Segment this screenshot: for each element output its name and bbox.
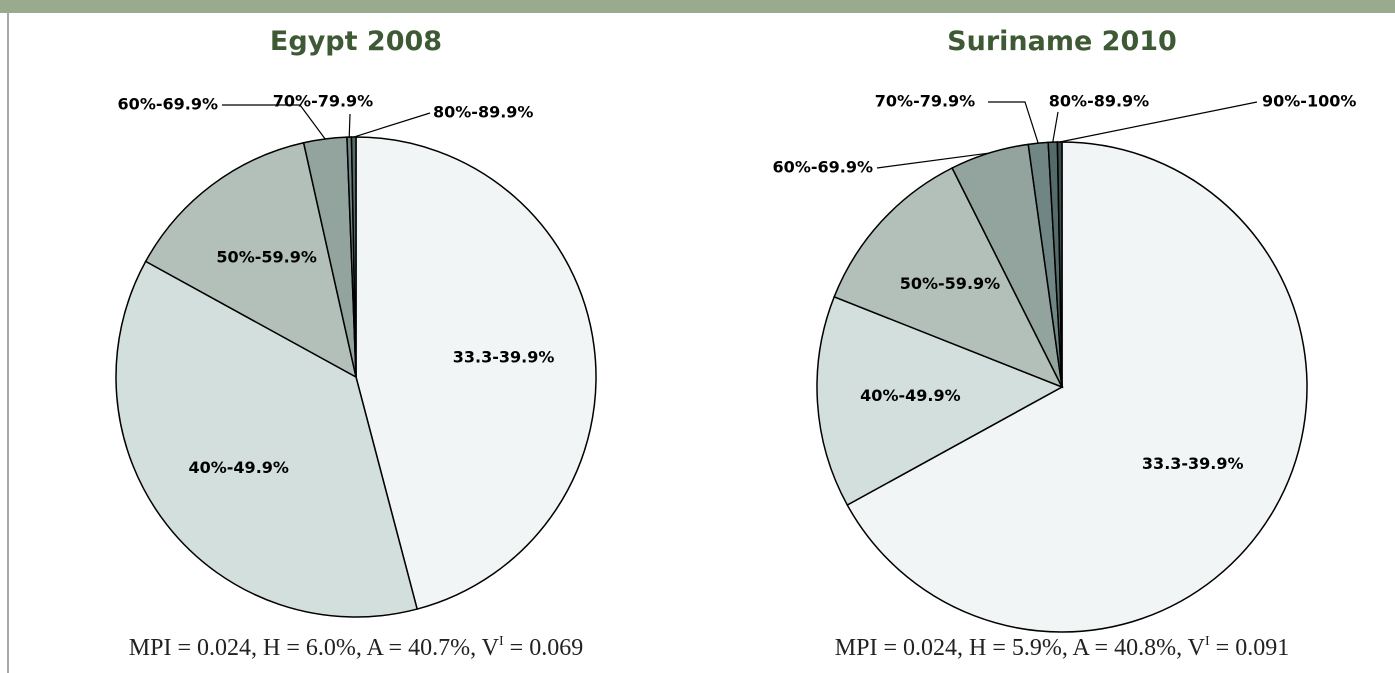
slice-label: 50%-59.9% (900, 274, 1000, 293)
slice-label: 60%-69.9% (773, 158, 873, 177)
leader-line (1059, 101, 1258, 143)
slice-label: 33.3-39.9% (453, 347, 555, 366)
top-band (0, 0, 1395, 13)
leader-line (988, 101, 1039, 144)
caption-sup: I (1205, 634, 1210, 649)
slice-label: 50%-59.9% (216, 248, 316, 267)
caption-tail: = 0.069 (504, 635, 584, 661)
slice-label: 70%-79.9% (875, 92, 975, 111)
caption-tail: = 0.091 (1210, 635, 1290, 661)
leader-line (348, 113, 351, 138)
slice-label: 70%-79.9% (273, 92, 373, 111)
slice-label: 40%-49.9% (860, 386, 960, 405)
caption: MPI = 0.024, H = 6.0%, A = 40.7%, VI = 0… (129, 634, 583, 661)
slice-label: 60%-69.9% (118, 95, 218, 114)
slice-label: 90%-100% (1262, 92, 1356, 111)
caption: MPI = 0.024, H = 5.9%, A = 40.8%, VI = 0… (835, 634, 1289, 661)
leader-line (222, 104, 326, 140)
chart-title: Suriname 2010 (947, 26, 1177, 57)
pie-slice (816, 295, 1064, 507)
slice-label: 80%-89.9% (1049, 92, 1149, 111)
pie-slice (833, 167, 1064, 389)
leader-line (1052, 111, 1059, 143)
slice-label: 80%-89.9% (433, 103, 533, 122)
leader-line (876, 152, 990, 169)
caption-text: MPI = 0.024, H = 5.9%, A = 40.8%, V (835, 635, 1206, 661)
caption-text: MPI = 0.024, H = 6.0%, A = 40.7%, V (129, 635, 500, 661)
pie-slice (350, 136, 357, 378)
slice-label: 40%-49.9% (188, 458, 288, 477)
chart-title: Egypt 2008 (270, 26, 442, 57)
pie-slice (144, 141, 358, 379)
caption-sup: I (499, 634, 504, 649)
pie-slice (846, 141, 1308, 633)
slice-label: 33.3-39.9% (1142, 454, 1244, 473)
leader-line (353, 112, 431, 138)
pie-slice (115, 260, 419, 618)
pie-slice (355, 136, 597, 610)
